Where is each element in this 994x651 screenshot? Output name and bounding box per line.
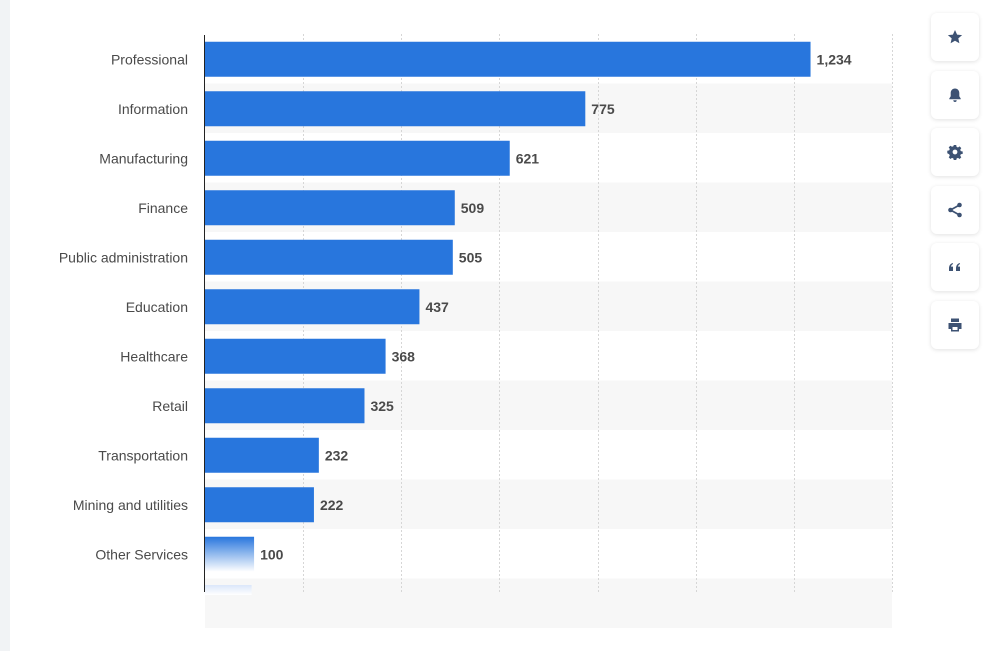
share-icon: [948, 202, 962, 217]
cite-button[interactable]: [931, 243, 979, 291]
row-stripe: [205, 578, 892, 628]
bar[interactable]: [205, 487, 314, 523]
bell-icon: [949, 88, 961, 102]
category-label: Mining and utilities: [73, 497, 188, 513]
category-label: Finance: [138, 200, 188, 216]
gear-icon: [947, 145, 963, 160]
quote-icon: [949, 263, 961, 271]
bar[interactable]: [205, 289, 420, 325]
notification-button[interactable]: [931, 70, 979, 119]
chart-toolbar: [931, 13, 979, 358]
value-label: 505: [459, 249, 483, 265]
settings-button[interactable]: [931, 128, 979, 176]
bar[interactable]: [205, 190, 455, 226]
value-label: 368: [392, 348, 416, 364]
category-label: Public administration: [59, 249, 188, 265]
bar[interactable]: [205, 536, 255, 572]
value-label: 325: [370, 398, 394, 414]
value-label: 621: [516, 150, 540, 166]
value-label: 1,234: [817, 51, 852, 67]
value-label: 775: [591, 101, 615, 117]
print-button[interactable]: [931, 300, 979, 349]
bar[interactable]: [205, 388, 365, 424]
category-label: Other Services: [95, 546, 188, 562]
category-label: Manufacturing: [99, 150, 188, 166]
bar-partial: [205, 585, 252, 595]
value-label: 100: [260, 546, 284, 562]
value-label: 232: [325, 447, 349, 463]
printer-icon: [948, 318, 962, 331]
value-label: 222: [320, 497, 344, 513]
category-label: Retail: [152, 398, 188, 414]
category-label: Transportation: [98, 447, 188, 463]
favorite-button[interactable]: [931, 13, 979, 61]
bar[interactable]: [205, 140, 510, 176]
category-label: Professional: [111, 51, 188, 67]
value-label: 437: [425, 299, 449, 315]
star-icon: [947, 30, 963, 44]
category-label: Healthcare: [120, 348, 188, 364]
bar[interactable]: [205, 437, 319, 473]
bar[interactable]: [205, 41, 811, 77]
row-stripe: [205, 479, 892, 529]
category-label: Information: [118, 101, 188, 117]
category-label: Education: [126, 299, 188, 315]
share-button[interactable]: [931, 185, 979, 234]
bar[interactable]: [205, 239, 453, 275]
bar[interactable]: [205, 338, 386, 374]
value-label: 509: [461, 200, 485, 216]
bar[interactable]: [205, 91, 586, 127]
